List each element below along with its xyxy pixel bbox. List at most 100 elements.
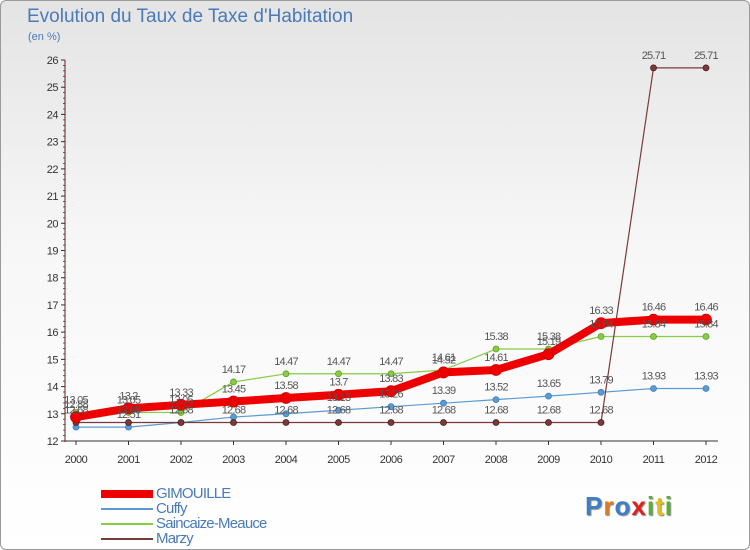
data-point (650, 64, 657, 72)
data-label: 13.93 (694, 370, 718, 382)
y-tick-label: 16 (47, 327, 59, 339)
data-label: 16.46 (694, 302, 718, 314)
x-tick-label: 2009 (537, 454, 560, 466)
x-tick-label: 2004 (275, 454, 298, 466)
data-point (227, 395, 240, 408)
data-point (647, 313, 660, 326)
data-point (437, 366, 450, 379)
y-tick-label: 17 (47, 300, 59, 312)
data-point (230, 419, 237, 426)
legend-label: GIMOUILLE (156, 485, 231, 502)
logo-letter: P (585, 491, 604, 521)
data-label: 13.79 (589, 374, 613, 386)
data-label: 12.68 (169, 404, 193, 416)
data-point (335, 419, 342, 426)
data-label: 25.71 (642, 50, 666, 62)
legend-swatch (101, 490, 153, 498)
data-label: 12.51 (117, 409, 141, 421)
data-label: 13.26 (379, 389, 403, 401)
legend-label: Cuffy (156, 500, 188, 517)
legend-swatch (101, 538, 153, 540)
y-tick-label: 22 (47, 164, 59, 176)
x-tick-label: 2006 (380, 454, 403, 466)
y-tick-label: 19 (47, 246, 59, 258)
data-point (122, 402, 135, 415)
data-label: 13.45 (222, 384, 246, 396)
data-label: 12.68 (484, 404, 508, 416)
data-label: 14.47 (327, 356, 351, 368)
data-label: 12.68 (379, 404, 403, 416)
data-label: 13.13 (327, 392, 351, 404)
data-label: 13.93 (642, 370, 666, 382)
data-label: 15.38 (484, 331, 508, 343)
data-point (332, 388, 345, 401)
y-tick-label: 13 (47, 409, 59, 421)
logo-letter: o (614, 491, 632, 521)
logo-letter: r (603, 491, 615, 521)
data-label: 13.65 (537, 378, 561, 390)
data-point (282, 410, 290, 418)
data-label: 13.52 (484, 382, 508, 394)
data-label: 13.05 (64, 394, 88, 406)
y-tick-label: 12 (47, 436, 59, 448)
data-point (440, 399, 447, 407)
data-point (542, 348, 555, 361)
data-label: 12.88 (64, 399, 88, 411)
data-label: 14.47 (274, 356, 298, 368)
x-tick-label: 2003 (222, 454, 245, 466)
data-label: 12.68 (117, 404, 141, 416)
chart-subtitle: (en %) (28, 31, 61, 43)
data-label: 14.47 (379, 356, 403, 368)
data-point (597, 388, 605, 396)
data-label: 13.2 (119, 390, 138, 402)
data-label: 13.58 (274, 380, 298, 392)
x-tick-label: 2001 (117, 454, 140, 466)
data-label: 14.52 (432, 354, 456, 366)
data-point (700, 313, 712, 326)
legend-label: Marzy (156, 530, 194, 547)
data-point (650, 333, 657, 340)
y-tick-label: 20 (47, 218, 59, 230)
y-tick-label: 24 (47, 109, 59, 121)
data-label: 15.38 (537, 331, 561, 343)
data-point (597, 333, 605, 340)
legend-swatch (101, 508, 153, 510)
x-tick-label: 2002 (170, 454, 193, 466)
y-tick-label: 21 (47, 191, 59, 203)
data-point (597, 419, 605, 426)
data-point (387, 419, 395, 426)
data-point (282, 419, 290, 426)
data-label: 13.39 (432, 385, 456, 397)
data-point (385, 385, 397, 398)
data-point (387, 403, 395, 411)
data-point (387, 370, 395, 378)
data-label: 15.84 (694, 318, 718, 330)
data-label: 16.33 (589, 305, 613, 317)
data-point (230, 378, 237, 386)
data-label: 13.83 (379, 373, 403, 385)
data-point (545, 419, 552, 426)
data-point (177, 419, 185, 426)
logo-letter: i (646, 491, 656, 521)
x-tick-label: 2007 (432, 454, 455, 466)
data-point (595, 317, 607, 330)
y-tick-label: 15 (47, 354, 59, 366)
legend-swatch (101, 523, 153, 525)
data-point (545, 392, 552, 400)
y-tick-label: 23 (47, 137, 59, 149)
data-label: 13.05 (169, 394, 193, 406)
y-tick-label: 26 (47, 55, 59, 67)
data-label: 13.05 (117, 394, 141, 406)
data-label: 12.68 (589, 404, 613, 416)
data-point (492, 419, 500, 426)
data-point (280, 392, 292, 404)
data-label: 16.46 (642, 302, 666, 314)
data-label: 12.68 (64, 404, 88, 416)
data-point (125, 419, 132, 426)
data-label: 12.68 (537, 404, 561, 416)
data-label: 12.68 (327, 404, 351, 416)
data-label: 12.68 (222, 404, 246, 416)
series-line-Marzy (76, 67, 706, 424)
x-tick-label: 2005 (327, 454, 350, 466)
